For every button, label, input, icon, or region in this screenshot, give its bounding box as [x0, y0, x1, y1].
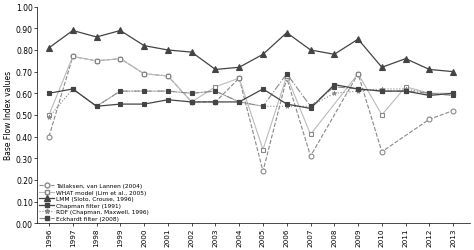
Legend: Tallaksen, van Lannen (2004), WHAT model (Lim et al., 2005), LMM (Sloto, Crouse,: Tallaksen, van Lannen (2004), WHAT model…: [39, 183, 150, 222]
Y-axis label: Base Flow Index values: Base Flow Index values: [4, 71, 13, 160]
